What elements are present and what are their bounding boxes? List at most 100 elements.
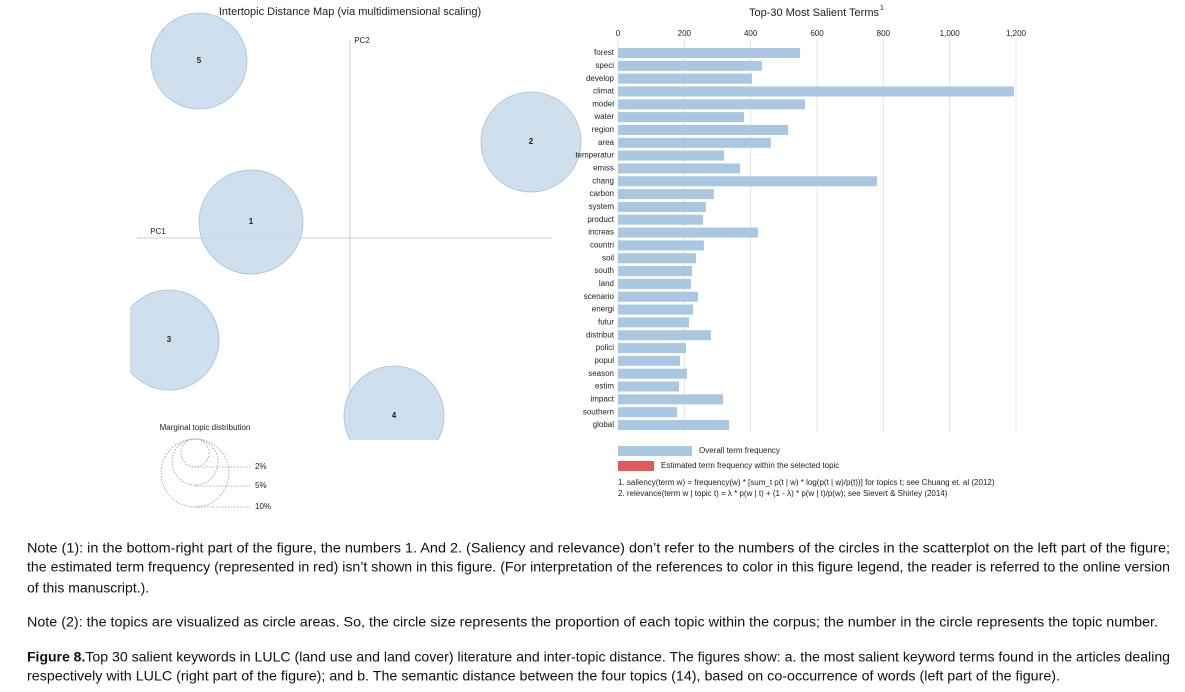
bar	[618, 240, 704, 251]
topic-number: 3	[167, 335, 172, 344]
bar	[618, 330, 711, 341]
category-label: countri	[590, 241, 614, 250]
bar	[618, 163, 741, 174]
legend-text: Overall term frequency	[699, 446, 780, 455]
category-label: product	[587, 215, 614, 224]
category-label: climat	[593, 87, 615, 96]
bar-title-sup: 1	[880, 5, 884, 12]
x-tick-label: 0	[616, 29, 621, 38]
category-label: model	[592, 99, 614, 108]
category-label: energi	[592, 305, 614, 314]
bar-chart: Top-30 Most Salient Terms 1 0 200 400 600 800 1…	[575, 5, 1026, 498]
bar	[618, 368, 687, 379]
bar	[618, 48, 801, 58]
bar	[618, 112, 745, 123]
caption-line: respectively with LULC (right part of th…	[27, 668, 1060, 684]
category-label: estim	[595, 382, 614, 391]
x-tick-label: 1,000	[940, 29, 961, 38]
bar	[618, 394, 724, 405]
legend-circle	[180, 438, 210, 468]
category-label: temperatur	[575, 151, 614, 160]
pc2-label: PC2	[354, 36, 370, 45]
topic-circle	[480, 91, 582, 193]
note-line: Note (2): the topics are visualized as c…	[27, 614, 1158, 630]
bar	[618, 150, 725, 161]
category-label: chang	[592, 176, 614, 185]
footnote: 1. saliency(term w) = frequency(w) * [su…	[618, 478, 995, 487]
topic-number: 2	[529, 137, 534, 146]
legend-circle	[160, 438, 230, 508]
bar	[618, 176, 878, 187]
category-label: speci	[595, 61, 614, 70]
bar	[618, 278, 691, 289]
bar	[618, 355, 681, 366]
x-tick-label: 400	[744, 29, 758, 38]
category-label: southern	[583, 407, 614, 416]
bar	[618, 189, 714, 200]
category-label: develop	[586, 74, 615, 83]
topic-circle	[150, 12, 248, 110]
bar	[618, 227, 758, 238]
legend-label: 10%	[255, 502, 271, 511]
bar	[618, 60, 762, 71]
category-label: land	[599, 279, 614, 288]
x-tick-label: 200	[678, 29, 692, 38]
topic-number: 1	[249, 217, 254, 226]
bar	[618, 343, 686, 354]
category-label: global	[593, 420, 615, 429]
x-tick-label: 800	[877, 29, 891, 38]
topic-number: 5	[197, 56, 202, 65]
legend-swatch	[618, 446, 692, 456]
category-label: south	[594, 266, 614, 275]
bar-title: Top-30 Most Salient Terms	[749, 7, 880, 19]
topic-circle	[130, 289, 220, 391]
bar	[618, 124, 789, 135]
bar	[618, 99, 806, 110]
bar	[618, 407, 678, 418]
legend-circle	[171, 438, 219, 486]
bar	[618, 73, 752, 84]
pc1-label: PC1	[150, 227, 166, 236]
category-label: carbon	[590, 189, 614, 198]
category-label: increas	[588, 228, 614, 237]
category-label: season	[588, 369, 614, 378]
legend-label: 5%	[255, 481, 267, 490]
note-line: the estimated term frequency (represente…	[27, 559, 1170, 575]
caption-line: Top 30 salient keywords in LULC (land us…	[85, 649, 1170, 665]
category-label: polici	[596, 343, 614, 352]
category-label: soil	[602, 253, 614, 262]
x-tick-label: 600	[810, 29, 824, 38]
note-line: of this manuscript.).	[27, 580, 149, 596]
notes: Note (1): in the bottom-right part of th…	[27, 540, 1170, 684]
category-label: scenario	[584, 292, 615, 301]
legend-text: Estimated term frequency within the sele…	[661, 461, 839, 470]
topic-circle	[343, 365, 445, 440]
topic-number: 4	[392, 411, 397, 420]
bar	[618, 201, 706, 212]
marginal-legend: 2% 5% 10%	[160, 438, 271, 511]
category-label: system	[589, 202, 615, 211]
bar	[618, 266, 692, 277]
bar	[618, 381, 680, 392]
legend-title: Marginal topic distribution	[160, 423, 251, 432]
footnote: 2. relevance(term w | topic t) = λ * p(w…	[618, 489, 948, 498]
bar	[618, 304, 693, 315]
bar	[618, 291, 698, 302]
bar	[618, 86, 1015, 97]
x-tick-label: 1,200	[1006, 29, 1027, 38]
category-label: emiss	[593, 164, 614, 173]
note-line: Note (1): in the bottom-right part of th…	[27, 540, 1170, 556]
topic-circle	[198, 169, 304, 275]
category-label: distribut	[586, 330, 615, 339]
category-label: impact	[590, 394, 614, 403]
category-label: water	[593, 112, 614, 121]
bar	[618, 214, 703, 225]
caption-label: Figure 8.	[27, 649, 85, 665]
category-label: region	[592, 125, 614, 134]
category-label: futur	[598, 317, 614, 326]
bar	[618, 317, 689, 328]
category-label: forest	[594, 48, 615, 57]
legend-swatch	[618, 461, 654, 471]
bar	[618, 253, 696, 264]
